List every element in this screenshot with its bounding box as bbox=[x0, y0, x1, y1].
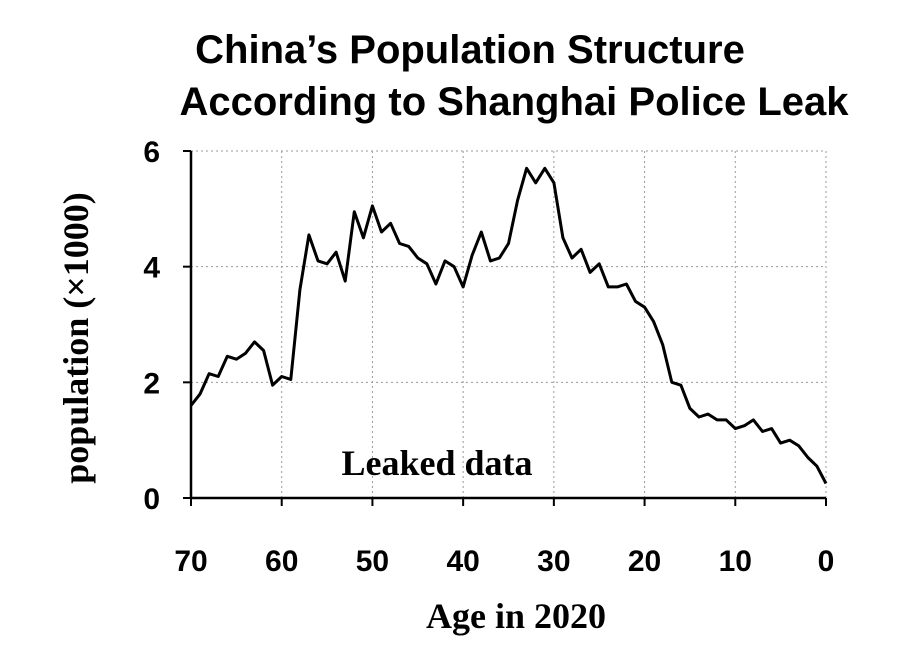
tick-labels: 70 60 50 40 30 20 10 0 0 2 4 6 bbox=[143, 136, 834, 578]
y-tick-label: 6 bbox=[143, 136, 160, 169]
y-tick-label: 2 bbox=[143, 367, 160, 400]
y-axis-label: population (×1000) bbox=[56, 192, 96, 484]
chart-subtitle: According to Shanghai Police Leak bbox=[179, 80, 849, 124]
x-tick-label: 0 bbox=[818, 545, 835, 578]
chart-title: China’s Population Structure bbox=[195, 28, 745, 72]
x-tick-label: 60 bbox=[265, 545, 298, 578]
y-tick-label: 4 bbox=[143, 252, 160, 285]
x-axis-label: Age in 2020 bbox=[426, 596, 606, 636]
leaked-data-annotation: Leaked data bbox=[341, 443, 532, 483]
x-tick-label: 30 bbox=[537, 545, 570, 578]
gridlines bbox=[191, 150, 827, 498]
population-series-line bbox=[189, 166, 828, 485]
x-tick-label: 20 bbox=[628, 545, 661, 578]
x-tick-label: 50 bbox=[356, 545, 389, 578]
x-tick-label: 70 bbox=[174, 545, 207, 578]
x-tick-label: 40 bbox=[446, 545, 479, 578]
y-tick-label: 0 bbox=[143, 483, 160, 516]
x-tick-label: 10 bbox=[719, 545, 752, 578]
axes bbox=[183, 150, 827, 506]
